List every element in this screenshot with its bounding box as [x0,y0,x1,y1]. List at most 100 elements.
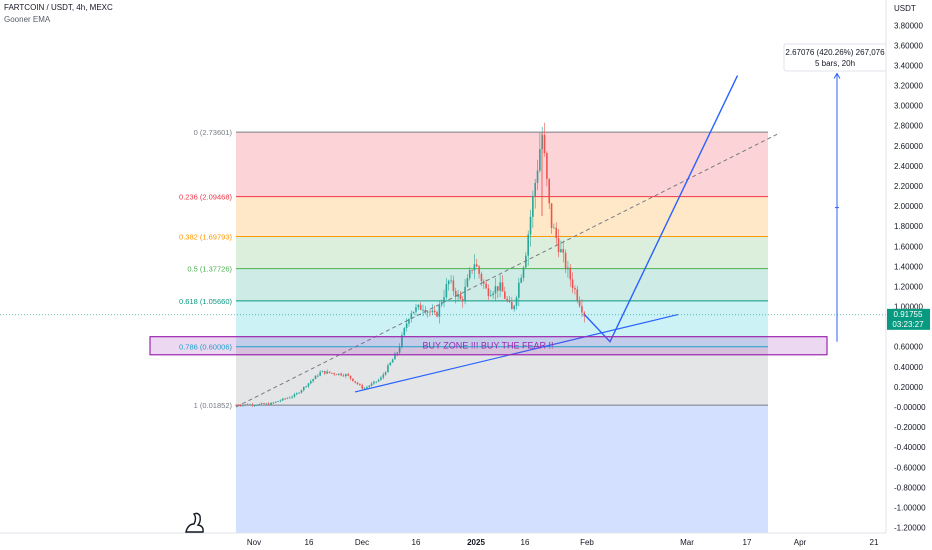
fib-band-1 [236,196,768,237]
dashed-trendline [235,132,781,408]
y-tick-1: 3.60000 [894,41,923,50]
fib-label-4: 0.618 (1.05660) [179,297,232,306]
candle-body-118 [511,302,513,310]
candle-body-149 [583,312,586,317]
candle-body-110 [492,293,494,296]
candle-body-29 [302,386,305,391]
candle-body-17 [274,401,277,403]
candle-body-8 [253,405,256,407]
candle-body-144 [571,279,574,288]
candle-body-24 [291,396,293,398]
candle-body-25 [293,394,296,397]
support-trendline [354,314,679,393]
candle-body-61 [377,379,380,382]
candle-body-71 [401,335,403,347]
candle-body-69 [396,352,399,354]
candle-body-10 [258,403,261,405]
candle-body-96 [459,294,462,300]
candle-body-5 [246,404,249,406]
candle-body-68 [394,353,396,360]
candle-body-27 [298,392,300,394]
price-axis[interactable]: USDT 3.80000 3.60000 3.40000 3.20000 3.00000… [885,0,932,550]
buy-zone[interactable]: BUY ZONE !!! BUY THE FEAR !! [149,336,828,356]
candle-body-142 [567,267,569,270]
fib-band-4 [236,300,768,347]
candle-body-9 [256,404,258,406]
candle-body-54 [361,385,364,389]
y-tick-24: -1.00000 [894,503,926,512]
measure-arrow-icon [833,72,841,79]
candle-body-106 [482,281,485,284]
y-tick-20: -0.20000 [894,423,926,432]
candle-body-138 [557,238,560,253]
candle-body-12 [263,403,265,405]
candle-body-33 [312,379,314,382]
candle-body-148 [581,306,583,313]
candle-body-40 [328,371,331,373]
x-tick-2: Dec [355,538,369,547]
x-tick-8: 17 [743,538,752,547]
buy-zone-rect[interactable] [149,336,828,356]
y-tick-3: 3.20000 [894,82,923,91]
y-tick-19: -0.00000 [894,403,926,412]
candle-body-78 [417,304,420,308]
candle-body-15 [270,402,272,405]
y-tick-21: -0.40000 [894,443,926,452]
candle-body-60 [375,381,378,383]
chart-title: FARTCOIN / USDT, 4h, MEXC [4,3,113,12]
candle-body-137 [555,227,558,239]
y-tick-14: 1.00000 [894,303,923,312]
candle-body-79 [419,304,422,310]
fib-label-5: 0.786 (0.60006) [179,343,232,352]
candle-body-32 [310,381,312,384]
candle-body-48 [347,374,349,376]
y-tick-13: 1.20000 [894,282,923,291]
candle-body-28 [300,390,303,393]
drawings [0,75,886,408]
candle-body-84 [431,310,434,313]
y-tick-9: 2.00000 [894,202,923,211]
candle-body-7 [251,404,254,406]
candle-body-39 [326,371,328,374]
countdown: 03:23:27 [892,320,924,329]
measure-bars: 5 bars, 20h [815,59,855,68]
candle-body-87 [438,304,441,317]
candle-body-34 [314,375,317,380]
candle-body-93 [452,280,455,291]
candle-body-117 [508,300,511,303]
fib-band-0 [236,132,768,197]
candle-body-70 [398,346,401,353]
candle-body-130 [539,149,541,171]
candle-body-46 [342,375,345,377]
y-tick-5: 2.80000 [894,122,923,131]
y-tick-8: 2.20000 [894,182,923,191]
candle-body-63 [382,374,385,378]
candle-body-77 [415,307,417,312]
candle-body-14 [267,403,270,405]
candle-body-45 [340,373,342,376]
candle-body-3 [242,404,244,406]
candle-body-104 [478,266,480,274]
time-axis[interactable]: Nov 16 Dec 16 2025 16 Feb Mar 17 Apr 21 [0,532,886,547]
candle-body-6 [249,404,251,406]
candle-body-139 [560,249,562,253]
candle-body-113 [499,282,501,291]
measure-tool[interactable]: 2.67076 (420.26%) 267,076 5 bars, 20h [783,43,887,342]
candle-body-98 [464,286,466,301]
x-tick-3: 16 [412,538,421,547]
candle-body-116 [506,298,508,301]
logo [185,512,204,533]
x-tick-5: 16 [521,538,530,547]
candle-body-92 [450,280,452,282]
candle-body-65 [387,365,389,373]
candle-body-26 [295,393,298,395]
candle-body-140 [562,249,565,253]
candle-body-80 [422,309,424,311]
candle-body-99 [466,278,469,287]
candle-body-120 [515,297,518,306]
y-tick-7: 2.40000 [894,162,923,171]
candle-body-42 [333,373,335,375]
candle-body-19 [279,400,282,402]
candle-body-115 [504,291,506,299]
